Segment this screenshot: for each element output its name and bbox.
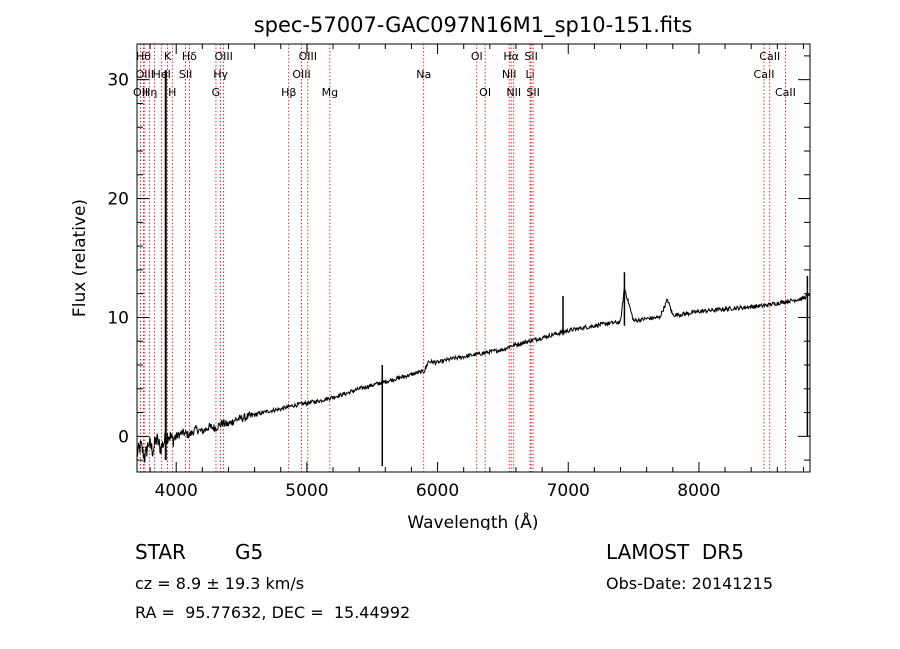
y-tick-label-2: 20 [107,190,129,210]
line-label-12: OIII [214,50,232,63]
line-label-8: Hδ [182,50,197,63]
x-tick-label-3: 7000 [547,481,590,501]
spectral-line-markers: OIIHθOIIIHηHeIKHHδSIIGHγOIIIHβOIIIOIIIMg… [133,44,796,472]
line-label-2: OIII [136,68,154,81]
spectrum-line [136,287,811,463]
line-label-6: K [164,50,172,63]
y-tick-label-0: 0 [118,427,129,447]
x-tick-label-4: 8000 [677,481,720,501]
line-label-18: OI [471,50,483,63]
line-label-19: OI [479,86,491,99]
survey-name: LAMOST DR5 [606,540,744,564]
line-label-5: HeI [153,68,171,81]
line-label-7: H [168,86,176,99]
line-label-1: Hθ [136,50,151,63]
line-label-16: Mg [322,86,338,99]
axis-ticks: 4000 5000 6000 7000 8000 0 10 20 30 [107,44,810,501]
object-class: STAR [135,540,186,564]
line-label-20: NII [502,68,517,81]
line-label-27: CaII [759,50,780,63]
line-label-15: OIII [299,50,317,63]
x-tick-label-0: 4000 [155,481,198,501]
chart-title: spec-57007-GAC097N16M1_sp10-151.fits [254,13,693,38]
spectrum-data [136,70,811,467]
line-label-11: Hγ [213,68,228,81]
line-label-3: Hη [142,86,157,99]
y-tick-label-1: 10 [107,308,129,328]
line-label-25: SII [526,86,539,99]
line-label-9: SII [179,68,192,81]
line-label-23: Li [525,68,534,81]
x-tick-label-2: 6000 [416,481,459,501]
coordinates: RA = 95.77632, DEC = 15.44992 [135,603,411,622]
line-label-13: Hβ [281,86,296,99]
line-label-17: Na [416,68,431,81]
line-label-14: OIII [292,68,310,81]
redshift-cz: cz = 8.9 ± 19.3 km/s [135,574,305,593]
x-tick-label-1: 5000 [285,481,328,501]
y-axis-label: Flux (relative) [70,199,90,317]
y-tick-label-3: 30 [107,71,129,91]
plot-frame [136,43,811,473]
line-label-24: SII [524,50,537,63]
x-axis-label: Wavelength (Å) [407,511,538,530]
line-label-28: CaII [775,86,796,99]
spectrum-chart: spec-57007-GAC097N16M1_sp10-151.fits OII… [70,13,811,530]
observation-date: Obs-Date: 20141215 [606,574,774,593]
line-label-10: G [212,86,221,99]
line-label-22: NII [506,86,521,99]
line-label-21: Hα [503,50,519,63]
object-subclass: G5 [235,540,264,564]
line-label-26: CaII [754,68,775,81]
